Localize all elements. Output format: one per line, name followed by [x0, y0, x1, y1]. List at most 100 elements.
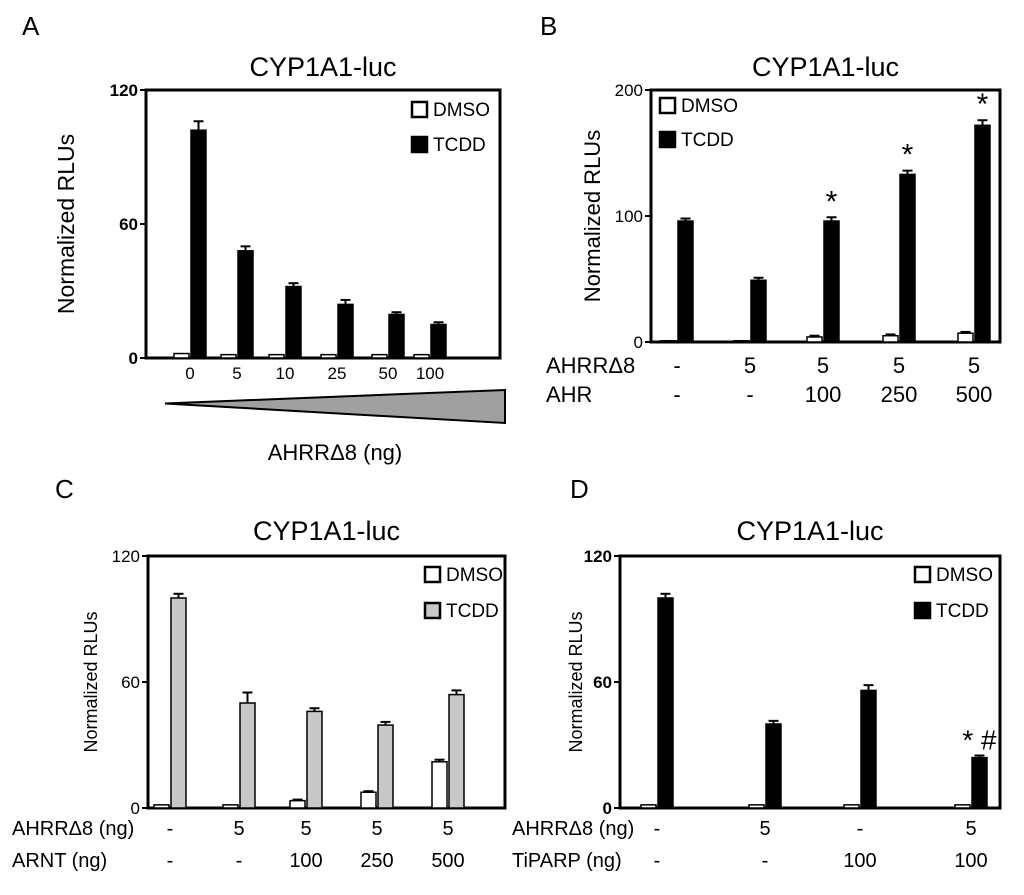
row-value: 5	[817, 353, 829, 378]
bar-tcdd	[765, 723, 782, 809]
y-tick-label: 60	[121, 673, 140, 692]
x-tick-label: 10	[276, 364, 295, 383]
row-value: 5	[300, 818, 311, 840]
significance-marker: *	[902, 139, 914, 172]
row-value: 5	[371, 818, 382, 840]
bar-tcdd	[677, 220, 694, 343]
bar-dmso	[660, 339, 677, 343]
bar-tcdd	[237, 250, 254, 359]
legend-label: DMSO	[433, 100, 490, 121]
row-value: 5	[233, 818, 244, 840]
bar-dmso	[806, 336, 823, 343]
bar-tcdd	[377, 724, 394, 809]
legend-swatch-dmso	[423, 565, 442, 584]
significance-marker: *	[977, 88, 989, 121]
bar-tcdd	[170, 597, 187, 809]
dose-triangle	[164, 388, 506, 425]
legend-swatch-tcdd	[658, 130, 677, 149]
row-value: 5	[759, 818, 770, 840]
x-tick-label: 0	[185, 364, 194, 383]
row-label: AHR	[546, 382, 592, 407]
bar-dmso	[413, 353, 430, 359]
bar-tcdd	[657, 597, 674, 809]
bar-dmso	[220, 353, 237, 359]
row-value: -	[673, 353, 680, 378]
y-tick-label: 120	[584, 547, 612, 566]
significance-marker: *	[826, 185, 838, 218]
bar-dmso	[954, 804, 971, 809]
legend-swatch-dmso	[410, 100, 429, 119]
row-value: 100	[289, 850, 322, 872]
row-value: 500	[431, 850, 464, 872]
x-tick-label: 25	[328, 364, 347, 383]
chart-title: CYP1A1-luc	[249, 52, 396, 82]
bar-tcdd	[190, 129, 207, 359]
bar-dmso	[371, 353, 388, 359]
row-value: -	[167, 850, 174, 872]
panel-d: D CYP1A1-luc Normalized RLUs 0 60 120 * # DMSO T…	[512, 474, 1002, 872]
chart-title: CYP1A1-luc	[752, 52, 899, 82]
y-tick-label: 0	[603, 799, 612, 818]
bar-dmso	[289, 799, 306, 809]
chart-title: CYP1A1-luc	[253, 516, 400, 546]
x-tick-label: 5	[232, 364, 241, 383]
bar-dmso	[733, 339, 750, 343]
y-tick-label: 120	[112, 547, 140, 566]
bar-dmso	[431, 761, 448, 809]
bar-dmso	[882, 334, 899, 343]
y-tick-label: 0	[634, 333, 643, 352]
plot-frame	[618, 554, 1002, 810]
row-label: AHRRΔ8 (ng)	[12, 818, 134, 840]
legend-swatch-dmso	[658, 96, 677, 115]
bar-dmso	[320, 353, 337, 359]
x-tick-label: 100	[416, 364, 444, 383]
row-value: 5	[893, 353, 905, 378]
panel-a: A CYP1A1-luc Normalized RLUs 0 60 120 DMSO TCDD…	[22, 11, 506, 465]
bar-dmso	[268, 353, 285, 359]
legend-label: TCDD	[681, 130, 734, 151]
bar-tcdd	[750, 279, 767, 343]
row-value: 100	[843, 850, 876, 872]
row-value: -	[236, 850, 243, 872]
row-value: 5	[965, 818, 976, 840]
bar-tcdd	[974, 124, 991, 343]
y-tick-label: 0	[131, 799, 140, 818]
y-axis-label: Normalized RLUs	[580, 130, 605, 302]
legend-swatch-dmso	[913, 565, 932, 584]
bar-tcdd	[239, 702, 256, 809]
row-label: AHRRΔ8	[546, 353, 635, 378]
panel-b: B CYP1A1-luc Normalized RLUs 0 100 200 * * * DMSO…	[540, 11, 1002, 407]
panel-c: C CYP1A1-luc Normalized RLUs 0 60 120 DMSO TCDD…	[12, 474, 507, 872]
bar-tcdd	[388, 313, 405, 359]
row-value: 5	[744, 353, 756, 378]
bar-dmso	[640, 804, 657, 809]
bar-dmso	[153, 804, 170, 809]
panel-letter: B	[540, 11, 557, 41]
x-axis-label: AHRRΔ8 (ng)	[268, 440, 403, 465]
legend-label: TCDD	[433, 135, 486, 156]
row-value: 100	[805, 382, 842, 407]
legend-swatch-tcdd	[423, 601, 442, 620]
row-value: 100	[954, 850, 987, 872]
legend-label: TCDD	[446, 601, 499, 622]
bar-tcdd	[899, 173, 916, 343]
bar-tcdd	[306, 710, 323, 809]
y-tick-label: 60	[593, 673, 612, 692]
row-value: -	[654, 850, 661, 872]
row-value: -	[857, 818, 864, 840]
y-tick-label: 60	[119, 215, 138, 234]
row-value: 5	[442, 818, 453, 840]
row-value: -	[167, 818, 174, 840]
y-axis-label: Normalized RLUs	[566, 611, 586, 752]
row-value: -	[673, 382, 680, 407]
legend-swatch-tcdd	[913, 601, 932, 620]
row-value: 250	[881, 382, 918, 407]
bar-dmso	[360, 791, 377, 809]
bar-tcdd	[860, 689, 877, 809]
bar-tcdd	[823, 220, 840, 343]
bar-dmso	[173, 352, 190, 359]
bar-tcdd	[971, 756, 988, 809]
bar-tcdd	[337, 303, 354, 359]
row-label: TiPARP (ng)	[512, 850, 622, 872]
row-value: -	[746, 382, 753, 407]
